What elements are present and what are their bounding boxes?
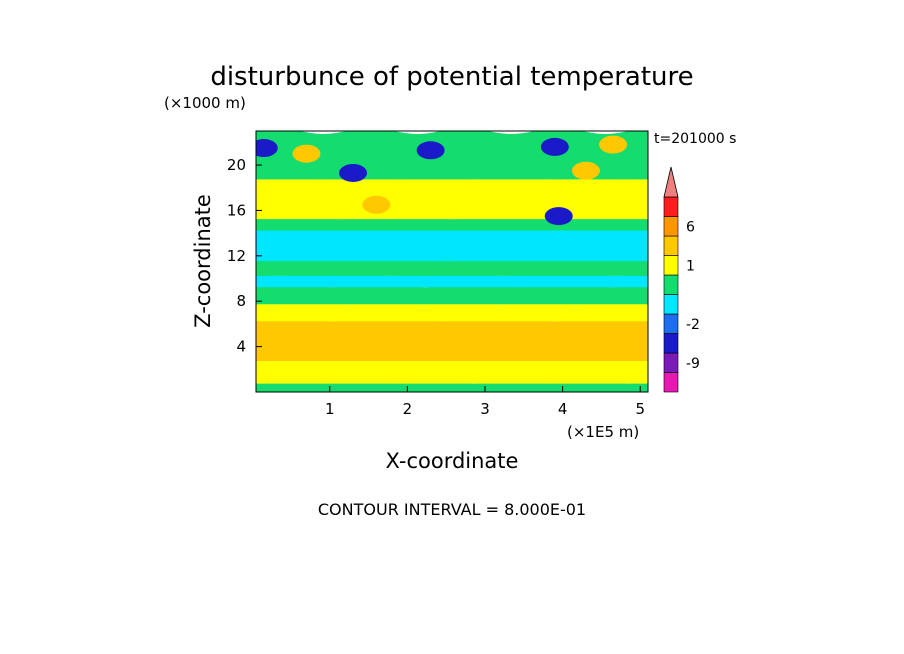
x-tick-label: 2 xyxy=(403,400,413,418)
colorbar-level xyxy=(663,216,679,237)
colorbar-level xyxy=(663,372,679,393)
colorbar-level xyxy=(663,313,679,334)
x-axis-label: X-coordinate xyxy=(386,449,519,473)
field-features xyxy=(256,135,628,226)
field-band xyxy=(256,224,648,262)
plot-frame xyxy=(255,130,649,393)
y-axis: 4 8 12 16 20 xyxy=(227,156,262,356)
y-tick-label: 16 xyxy=(227,201,246,219)
y-tick-label: 12 xyxy=(227,247,246,265)
colorbar-level xyxy=(663,352,679,373)
field-band xyxy=(256,213,648,231)
x-axis: 1 2 3 4 5 xyxy=(325,386,645,418)
chart-title: disturbunce of potential temperature xyxy=(210,62,693,92)
colorbar-label: 1 xyxy=(686,258,695,274)
field-anomaly xyxy=(571,161,600,180)
time-label: t=201000 s xyxy=(654,131,736,147)
colorbar-level xyxy=(663,333,679,354)
field-anomaly xyxy=(339,163,368,182)
y-unit-label: (×1000 m) xyxy=(164,94,246,112)
field-band xyxy=(256,173,648,220)
x-tick-label: 5 xyxy=(635,400,645,418)
colorbar-level xyxy=(663,196,679,217)
y-tick-label: 20 xyxy=(227,156,246,174)
x-tick-label: 4 xyxy=(558,400,568,418)
plot-area xyxy=(256,131,648,392)
colorbar-label: -2 xyxy=(686,317,700,333)
x-tick-label: 3 xyxy=(480,400,490,418)
colorbar-level xyxy=(663,255,679,276)
colorbar-level xyxy=(663,294,679,315)
colorbar: -9 -2 1 6 xyxy=(663,166,700,393)
colorbar-level xyxy=(663,235,679,256)
y-tick-label: 4 xyxy=(236,338,246,356)
y-axis-label: Z-coordinate xyxy=(191,194,215,328)
x-unit-label: (×1E5 m) xyxy=(567,423,639,441)
field-anomaly xyxy=(416,141,445,160)
field-anomaly xyxy=(256,139,278,158)
field-band xyxy=(256,354,648,384)
field-anomaly xyxy=(544,207,573,226)
colorbar-label: 6 xyxy=(686,219,695,235)
colorbar-overflow-arrow xyxy=(663,166,679,198)
contour-interval-note: CONTOUR INTERVAL = 8.000E-01 xyxy=(318,500,586,519)
field-anomaly xyxy=(599,135,628,154)
y-tick-label: 8 xyxy=(236,292,246,310)
x-tick-label: 1 xyxy=(325,400,335,418)
field-anomaly xyxy=(292,144,321,163)
colorbar-label: -9 xyxy=(686,356,700,372)
field-anomaly xyxy=(362,195,391,214)
colorbar-level xyxy=(663,274,679,295)
field-band xyxy=(256,315,648,361)
field-anomaly xyxy=(540,137,569,156)
